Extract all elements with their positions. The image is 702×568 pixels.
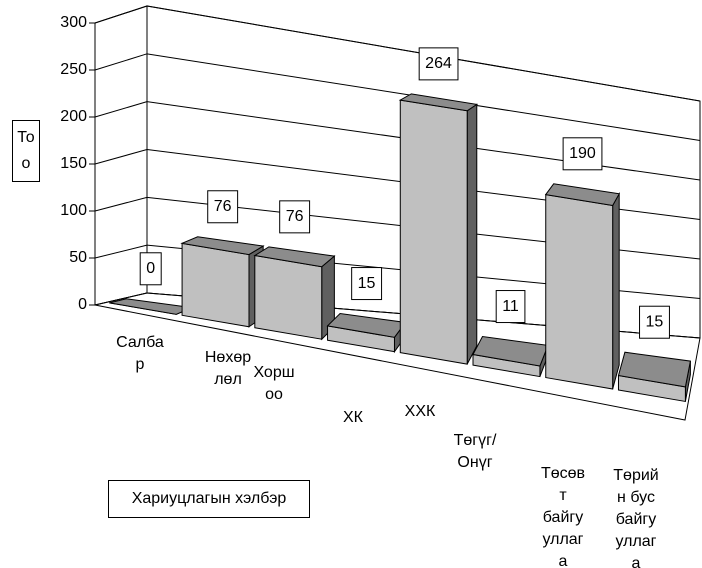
value-label: 15 bbox=[358, 275, 376, 292]
grid-line bbox=[94, 292, 148, 306]
value-label: 190 bbox=[569, 145, 596, 162]
y-tick-label: 300 bbox=[60, 14, 87, 31]
bar-side bbox=[466, 103, 478, 365]
x-tick-label: Хорш оо bbox=[253, 364, 295, 403]
y-tick-label: 50 bbox=[69, 249, 87, 266]
bar-top bbox=[544, 183, 620, 207]
value-label-box bbox=[351, 267, 383, 301]
y-tick-label: 100 bbox=[60, 202, 87, 219]
value-label: 76 bbox=[286, 208, 304, 225]
bar bbox=[472, 335, 549, 378]
y-tick-label: 200 bbox=[60, 108, 87, 125]
grid-line bbox=[94, 101, 148, 118]
y-tick-label: 250 bbox=[60, 61, 87, 78]
value-label-box bbox=[639, 305, 670, 339]
bar-front bbox=[399, 99, 468, 365]
bar-top bbox=[253, 246, 336, 268]
y-axis-title: Тоо bbox=[12, 120, 40, 182]
grid-line bbox=[94, 149, 148, 165]
value-label-box bbox=[495, 290, 526, 324]
bar-top bbox=[180, 236, 265, 256]
bar bbox=[544, 183, 620, 390]
value-label: 11 bbox=[502, 298, 519, 315]
x-tick-label: Төсөв т байгу уллаг а bbox=[540, 465, 586, 568]
x-tick-label: ХХК bbox=[404, 403, 436, 420]
value-label: 0 bbox=[146, 260, 155, 277]
y-tick-label: 0 bbox=[78, 296, 87, 313]
value-label-box bbox=[562, 137, 603, 171]
grid-line bbox=[94, 53, 148, 71]
grid-line bbox=[94, 244, 148, 259]
bar bbox=[398, 93, 479, 365]
bar-top bbox=[398, 93, 479, 112]
value-label: 264 bbox=[425, 55, 452, 72]
bar bbox=[617, 351, 691, 403]
bar-front bbox=[254, 254, 323, 340]
side-wall bbox=[94, 5, 148, 306]
grid-line bbox=[94, 196, 148, 212]
grid-line bbox=[94, 5, 148, 24]
value-label-box bbox=[279, 200, 311, 234]
bar-side bbox=[612, 191, 620, 390]
value-label: 76 bbox=[214, 198, 232, 215]
bar-front bbox=[545, 193, 614, 390]
bar bbox=[180, 236, 265, 328]
value-label-box bbox=[418, 47, 459, 81]
bar bbox=[253, 246, 336, 341]
x-tick-label: ХК bbox=[343, 409, 363, 426]
x-axis-title: Хариуцлагын хэлбэр bbox=[108, 480, 310, 518]
value-label-box bbox=[139, 252, 162, 286]
value-label-box bbox=[207, 190, 239, 224]
x-tick-label: Салба р bbox=[116, 334, 164, 373]
bar-top bbox=[617, 351, 691, 388]
bar-front bbox=[181, 242, 250, 328]
x-tick-label: Нөхөр лөл bbox=[204, 349, 252, 388]
x-tick-label: Төгүг/ Онүг bbox=[453, 432, 497, 471]
x-tick-label: Төрий н бус байгу уллаг а bbox=[613, 467, 659, 568]
value-label: 15 bbox=[646, 313, 664, 330]
y-tick-label: 150 bbox=[60, 155, 87, 172]
